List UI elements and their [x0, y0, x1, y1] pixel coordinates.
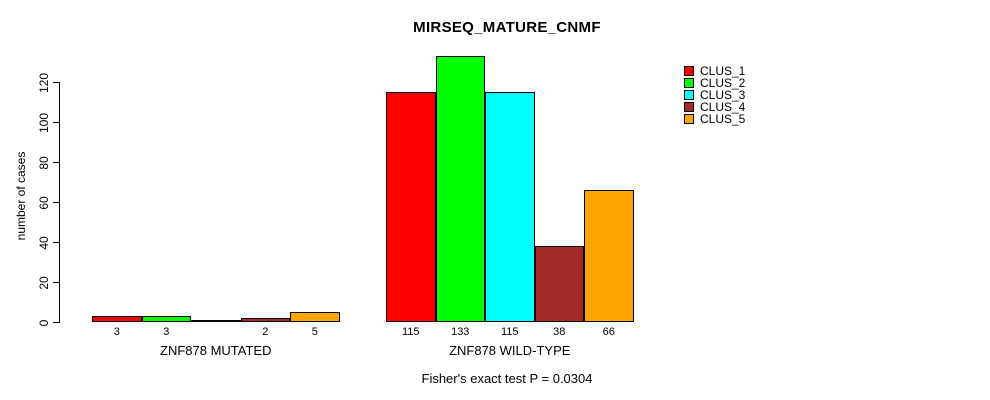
bar-clus-3-znf878-mutated	[191, 320, 241, 322]
group-label-znf878-mutated: ZNF878 MUTATED	[160, 343, 272, 358]
y-axis-label: number of cases	[14, 151, 28, 241]
legend: CLUS_1 CLUS_2 CLUS_3 CLUS_4 CLUS_5	[684, 65, 745, 125]
group-label-znf878-wild-type: ZNF878 WILD-TYPE	[449, 343, 571, 358]
y-axis-tick	[53, 122, 59, 123]
fisher-test-annotation: Fisher's exact test P = 0.0304	[421, 371, 593, 386]
y-axis-tick-label: 0	[37, 319, 51, 326]
bar-value-label: 3	[113, 326, 120, 338]
legend-label: CLUS_2	[700, 76, 746, 90]
legend-color-swatch-icon	[684, 90, 694, 100]
y-axis-tick-label: 80	[37, 155, 51, 170]
y-axis-tick	[53, 322, 59, 323]
y-axis-tick	[53, 202, 59, 203]
bar-value-label: 133	[451, 326, 470, 338]
bar-clus-2-znf878-mutated	[141, 316, 191, 322]
legend-color-swatch-icon	[684, 114, 694, 124]
bar-value-label: 5	[311, 326, 318, 338]
y-axis-line	[59, 82, 60, 323]
bar-value-label: 38	[553, 326, 566, 338]
chart-title: MIRSEQ_MATURE_CNMF	[413, 19, 601, 36]
y-axis-tick	[53, 242, 59, 243]
legend-label: CLUS_4	[700, 100, 746, 114]
legend-item-clus-4: CLUS_4	[684, 101, 745, 113]
legend-item-clus-5: CLUS_5	[684, 113, 745, 125]
bar-clus-2-znf878-wild-type	[435, 56, 485, 322]
y-axis-tick-label: 120	[37, 72, 51, 93]
y-axis-tick-label: 100	[37, 112, 51, 133]
bar-value-label: 66	[602, 326, 615, 338]
y-axis-tick-label: 20	[37, 275, 51, 290]
legend-color-swatch-icon	[684, 78, 694, 88]
bar-clus-1-znf878-mutated	[92, 316, 142, 322]
y-axis-tick-label: 40	[37, 235, 51, 250]
bar-clus-1-znf878-wild-type	[386, 92, 436, 322]
bar-clus-5-znf878-mutated	[290, 312, 340, 322]
legend-label: CLUS_1	[700, 64, 746, 78]
bar-value-label: 115	[401, 326, 420, 338]
bar-value-label: 3	[163, 326, 170, 338]
bar-clus-4-znf878-mutated	[240, 318, 290, 322]
bar-value-label: 115	[500, 326, 519, 338]
legend-item-clus-2: CLUS_2	[684, 77, 745, 89]
y-axis-tick	[53, 82, 59, 83]
y-axis-tick-label: 60	[37, 195, 51, 210]
legend-item-clus-3: CLUS_3	[684, 89, 745, 101]
bar-clus-3-znf878-wild-type	[485, 92, 535, 322]
bar-value-label: 2	[262, 326, 269, 338]
bar-clus-4-znf878-wild-type	[534, 246, 584, 322]
y-axis-tick	[53, 162, 59, 163]
legend-item-clus-1: CLUS_1	[684, 65, 745, 77]
legend-label: CLUS_5	[700, 112, 746, 126]
bar-clus-5-znf878-wild-type	[584, 190, 634, 322]
y-axis-tick	[53, 282, 59, 283]
legend-color-swatch-icon	[684, 66, 694, 76]
legend-color-swatch-icon	[684, 102, 694, 112]
legend-label: CLUS_3	[700, 88, 746, 102]
